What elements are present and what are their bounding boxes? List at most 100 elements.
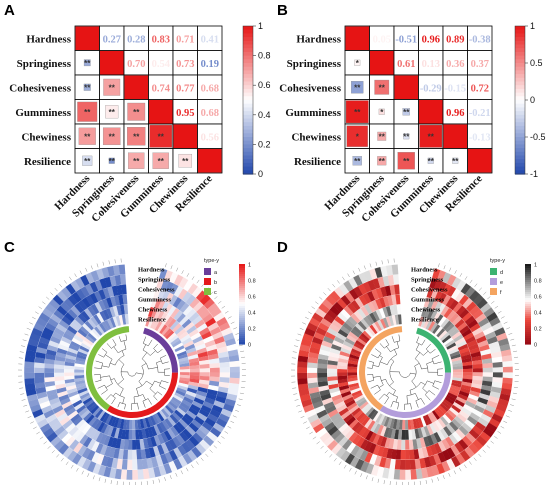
colorbar-step — [515, 137, 525, 142]
dendrogram-arc — [136, 380, 147, 389]
dendrogram-arc — [431, 358, 435, 365]
heatmap-cell — [78, 390, 89, 397]
heatmap-cell — [446, 285, 457, 298]
heatmap-cell — [336, 404, 347, 413]
heatmap-cell — [423, 297, 431, 308]
heatmap-cell — [349, 354, 360, 360]
heatmap-cell — [71, 428, 82, 440]
sample-tick — [497, 311, 502, 314]
sample-tick — [98, 477, 101, 482]
row-label-2: Cohesiveness — [279, 82, 341, 94]
heatmap-cell — [70, 280, 81, 292]
heatmap-cell — [170, 426, 180, 437]
colorbar-step — [243, 114, 253, 120]
heatmap-cell — [186, 410, 197, 420]
colorbar-step — [239, 312, 245, 315]
colorbar-step — [243, 166, 253, 171]
sample-tick — [237, 404, 241, 406]
heatmap-cell — [58, 443, 69, 455]
heatmap-cell — [207, 388, 218, 396]
heatmap-cell — [104, 319, 112, 330]
heatmap-cell — [173, 274, 184, 286]
heatmap-cell — [88, 416, 98, 427]
coef-square — [377, 131, 387, 141]
sample-tick — [292, 351, 297, 353]
heatmap-cell — [75, 277, 86, 289]
heatmap-cell — [56, 290, 68, 302]
colorbar-tick-label: 0.6 — [248, 295, 256, 301]
colorbar-tick-label: 0.2 — [258, 139, 271, 149]
dendrogram-branch — [411, 380, 417, 388]
heatmap-cell — [415, 418, 421, 429]
heatmap-cell — [202, 435, 215, 447]
heatmap-cell — [132, 449, 137, 460]
heatmap-cell — [185, 390, 197, 398]
grid-cell — [467, 74, 493, 100]
heatmap-cell — [150, 425, 158, 437]
sample-tick — [512, 392, 517, 395]
heatmap-cell — [323, 435, 335, 447]
sample-tick — [297, 333, 302, 336]
dendrogram-branch — [142, 336, 147, 344]
heatmap-cell — [132, 469, 139, 480]
significance-label: ** — [354, 108, 361, 117]
heatmap-cell — [71, 453, 82, 465]
sample-tick — [27, 416, 32, 419]
heatmap-cell — [340, 450, 351, 462]
dendrogram-branch — [111, 397, 116, 405]
sample-tick — [43, 441, 47, 445]
heatmap-cell — [189, 364, 200, 370]
heatmap-cell — [372, 433, 381, 445]
heatmap-cell — [157, 289, 166, 300]
sample-tick — [299, 327, 304, 330]
heatmap-cell — [334, 315, 346, 326]
heatmap-cell — [229, 372, 240, 379]
colorbar-step — [239, 324, 245, 327]
dendrogram-branch — [397, 402, 400, 410]
heatmap-cell — [132, 459, 138, 470]
heatmap-cell — [464, 286, 476, 298]
sample-tick — [224, 431, 229, 434]
heatmap-cell — [173, 285, 184, 298]
track-label: Hardness — [411, 267, 438, 274]
heatmap-cell — [181, 318, 192, 329]
heatmap-cell — [455, 305, 466, 316]
sample-tick — [309, 431, 313, 435]
heatmap-cell — [121, 459, 128, 470]
heatmap-cell — [75, 380, 86, 385]
heatmap-cell — [456, 396, 467, 404]
heatmap-cell — [169, 272, 179, 284]
significance-label: * — [356, 132, 360, 141]
heatmap-cell — [351, 407, 362, 417]
colorbar-step — [239, 316, 245, 319]
heatmap-cell — [147, 416, 154, 427]
heatmap-cell — [184, 343, 196, 351]
heatmap-cell — [50, 335, 61, 344]
sample-tick — [241, 356, 246, 358]
heatmap-cell — [164, 303, 173, 315]
group-ring-segment — [358, 326, 403, 411]
heatmap-cell — [488, 395, 500, 404]
heatmap-cell — [191, 286, 203, 298]
dendrogram-branch — [368, 380, 374, 383]
grid-cell — [442, 99, 468, 125]
heatmap-cell — [45, 303, 57, 314]
colorbar-step — [239, 278, 245, 281]
heatmap-cell — [164, 270, 173, 282]
heatmap-cell — [491, 381, 503, 389]
sample-tick — [50, 292, 54, 296]
heatmap-cell — [199, 309, 211, 320]
colorbar-step — [515, 26, 525, 31]
heatmap-cell — [153, 435, 161, 446]
heatmap-cell — [377, 445, 385, 457]
sample-tick — [513, 386, 518, 388]
colorbar-step — [239, 326, 245, 329]
heatmap-cell — [388, 438, 395, 449]
heatmap-cell — [375, 309, 383, 320]
sample-tick — [369, 263, 372, 268]
sample-tick — [483, 291, 487, 295]
heatmap-cell — [226, 343, 238, 352]
heatmap-cell — [405, 469, 412, 480]
heatmap-cell — [81, 447, 92, 459]
colorbar-tick-label: 0.8 — [534, 279, 542, 285]
